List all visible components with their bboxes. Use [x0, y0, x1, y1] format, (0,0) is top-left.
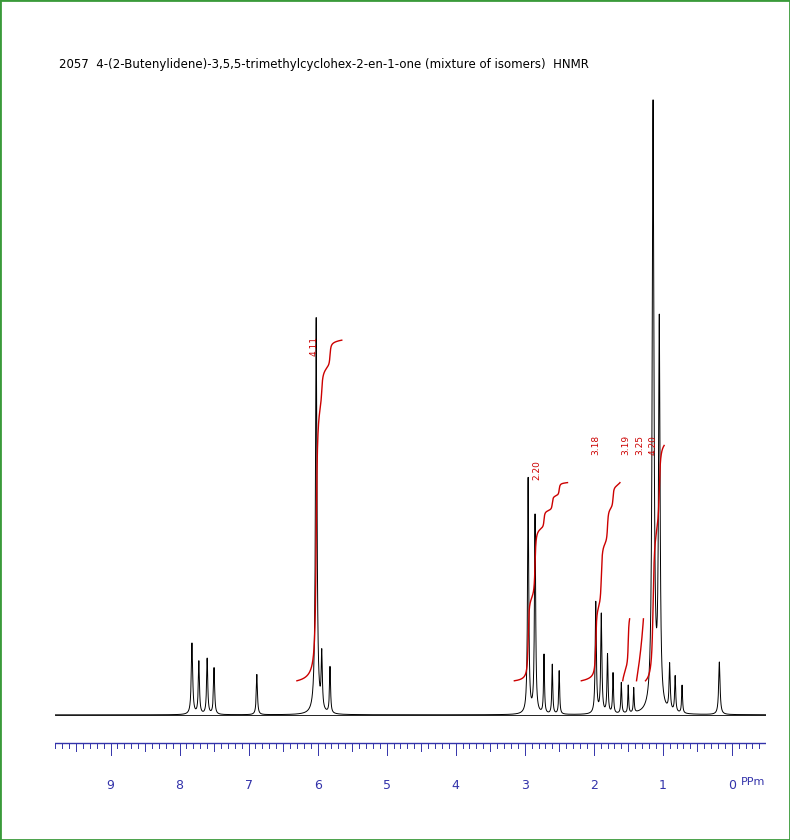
Text: 3: 3 — [521, 779, 529, 791]
Text: 4.11: 4.11 — [310, 336, 318, 355]
Text: 3.25: 3.25 — [635, 435, 645, 454]
Text: 5: 5 — [382, 779, 390, 791]
Text: 8: 8 — [175, 779, 183, 791]
Text: 1: 1 — [659, 779, 667, 791]
Text: 3.18: 3.18 — [591, 434, 600, 454]
Text: 9: 9 — [107, 779, 115, 791]
Text: PPm: PPm — [740, 777, 765, 787]
Text: 2057  4-(2-Butenylidene)-3,5,5-trimethylcyclohex-2-en-1-one (mixture of isomers): 2057 4-(2-Butenylidene)-3,5,5-trimethylc… — [58, 58, 589, 71]
Text: 0: 0 — [728, 779, 735, 791]
Text: 3.19: 3.19 — [621, 434, 630, 454]
Text: 6: 6 — [314, 779, 322, 791]
Text: 4: 4 — [452, 779, 460, 791]
Text: 2.20: 2.20 — [532, 459, 542, 480]
Text: 7: 7 — [245, 779, 253, 791]
Text: 2: 2 — [590, 779, 598, 791]
Text: 4.20: 4.20 — [649, 435, 657, 454]
